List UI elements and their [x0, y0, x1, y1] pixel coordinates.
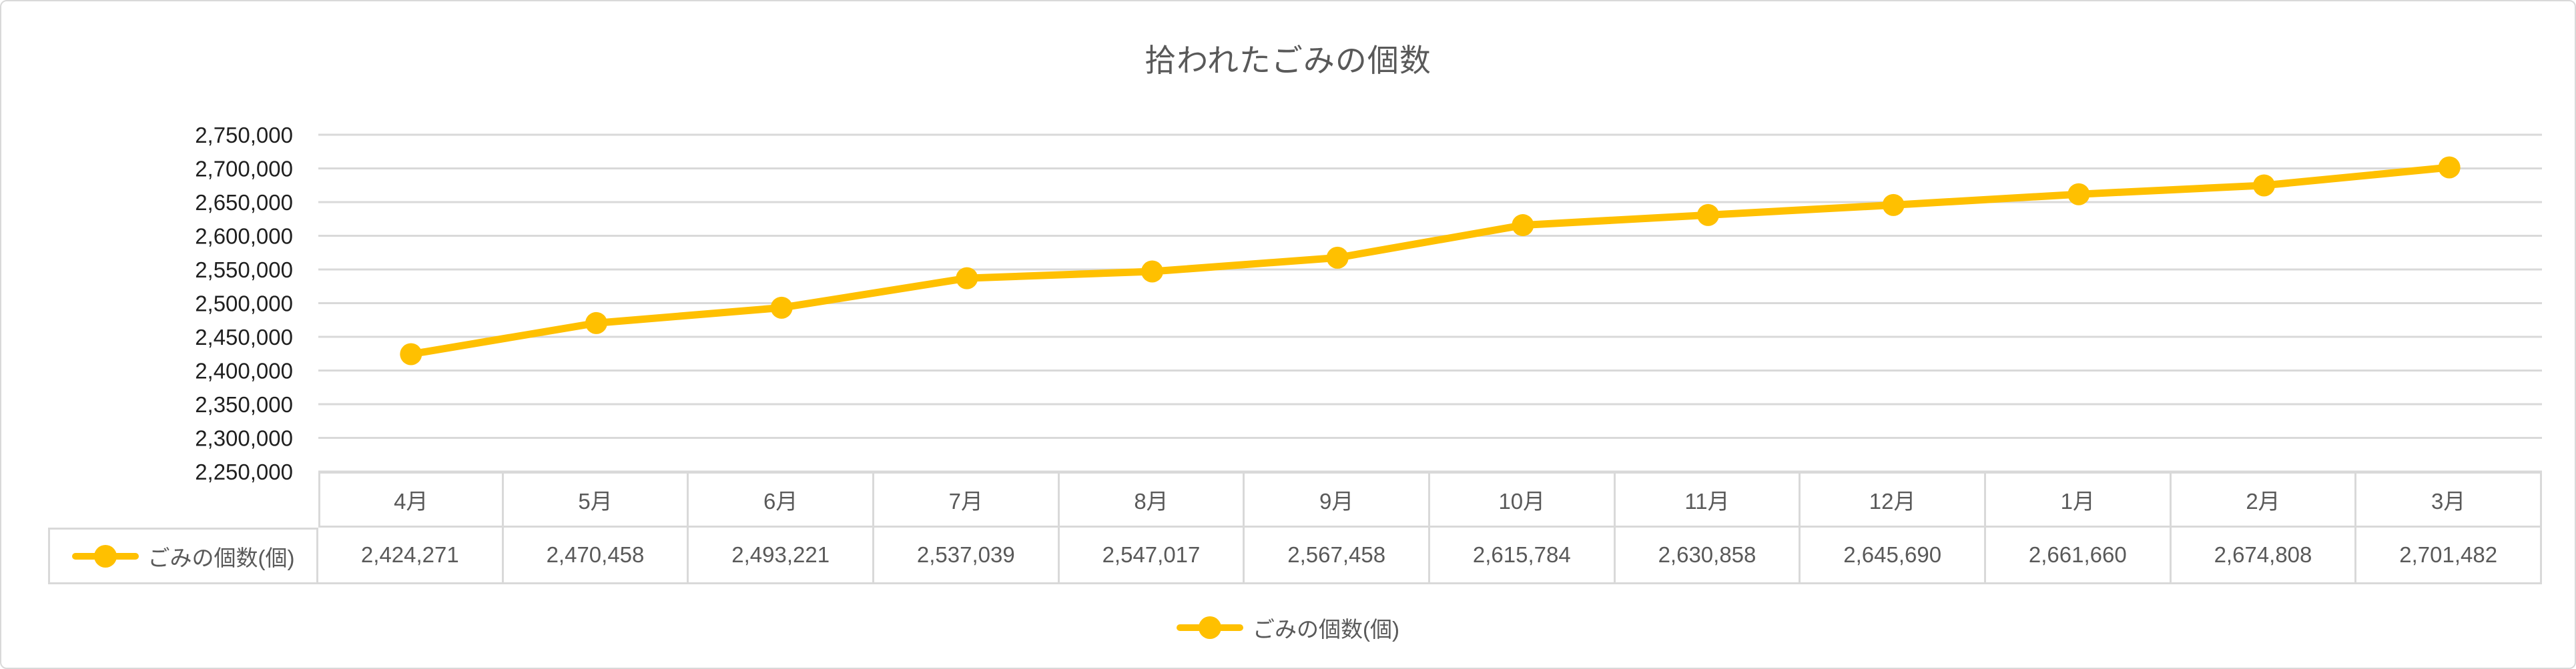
y-axis-label: 2,750,000 — [195, 123, 293, 147]
chart-title: 拾われたごみの個数 — [1145, 43, 1431, 78]
series-line — [410, 163, 2450, 358]
table-value-cell: 2,701,482 — [2356, 528, 2542, 584]
legend-key-icon — [1177, 616, 1243, 640]
table-spacer-cell — [48, 472, 318, 528]
y-axis-label: 2,700,000 — [195, 157, 293, 181]
table-month-cell: 5月 — [503, 472, 689, 528]
table-value-cell: 2,470,458 — [503, 528, 689, 584]
table-month-cell: 10月 — [1429, 472, 1616, 528]
table-month-cell: 8月 — [1059, 472, 1245, 528]
table-value-cell: 2,424,271 — [318, 528, 504, 584]
table-value-cell: 2,547,017 — [1059, 528, 1245, 584]
y-axis-label: 2,650,000 — [195, 190, 293, 215]
data-point-marker — [1512, 214, 1534, 237]
table-month-cell: 2月 — [2171, 472, 2357, 528]
table-month-cell: 3月 — [2356, 472, 2542, 528]
table-value-cell: 2,567,458 — [1245, 528, 1430, 584]
data-point-marker — [400, 343, 422, 366]
table-value-cell: 2,493,221 — [689, 528, 874, 584]
y-axis-label: 2,600,000 — [195, 224, 293, 249]
table-value-cell: 2,630,858 — [1615, 528, 1801, 584]
table-series-name: ごみの個数(個) — [147, 545, 295, 570]
legend: ごみの個数(個) — [1, 604, 2575, 652]
table-month-cell: 6月 — [689, 472, 874, 528]
table-month-cell: 11月 — [1615, 472, 1801, 528]
table-month-cell: 7月 — [874, 472, 1060, 528]
table-month-cell: 9月 — [1245, 472, 1430, 528]
table-value-cell: 2,661,660 — [1985, 528, 2172, 584]
y-axis-label: 2,350,000 — [195, 392, 293, 417]
table-value-cell: 2,615,784 — [1429, 528, 1616, 584]
data-point-marker — [1141, 260, 1163, 283]
table-value-cell: 2,674,808 — [2171, 528, 2357, 584]
data-point-marker — [770, 296, 793, 319]
data-point-marker — [1882, 193, 1905, 216]
y-axis-label: 2,300,000 — [195, 426, 293, 451]
y-axis-label: 2,450,000 — [195, 325, 293, 350]
data-point-marker — [1326, 246, 1349, 269]
table-value-cell: 2,645,690 — [1801, 528, 1986, 584]
y-axis-label: 2,250,000 — [195, 460, 293, 484]
table-legend-key-icon — [71, 544, 139, 568]
table-month-cell: 4月 — [318, 472, 504, 528]
data-point-marker — [585, 311, 607, 334]
data-point-marker — [2067, 183, 2090, 205]
data-point-marker — [1697, 203, 1719, 226]
table-row-header: ごみの個数(個) — [48, 528, 318, 584]
data-point-marker — [2438, 156, 2461, 179]
table-value-cell: 2,537,039 — [874, 528, 1060, 584]
y-axis-label: 2,400,000 — [195, 359, 293, 384]
data-point-marker — [2253, 174, 2275, 197]
y-axis-label: 2,550,000 — [195, 257, 293, 282]
data-point-marker — [956, 267, 978, 289]
y-axis-label: 2,500,000 — [195, 291, 293, 316]
table-month-cell: 12月 — [1801, 472, 1986, 528]
legend-label: ごみの個数(個) — [1253, 617, 1399, 642]
table-month-cell: 1月 — [1985, 472, 2172, 528]
chart-data-table: 4月 5月 6月 7月 8月 9月 10月 11月 12月 1月 2月 3月ごみの個数(個) 2,424… — [48, 472, 2542, 584]
